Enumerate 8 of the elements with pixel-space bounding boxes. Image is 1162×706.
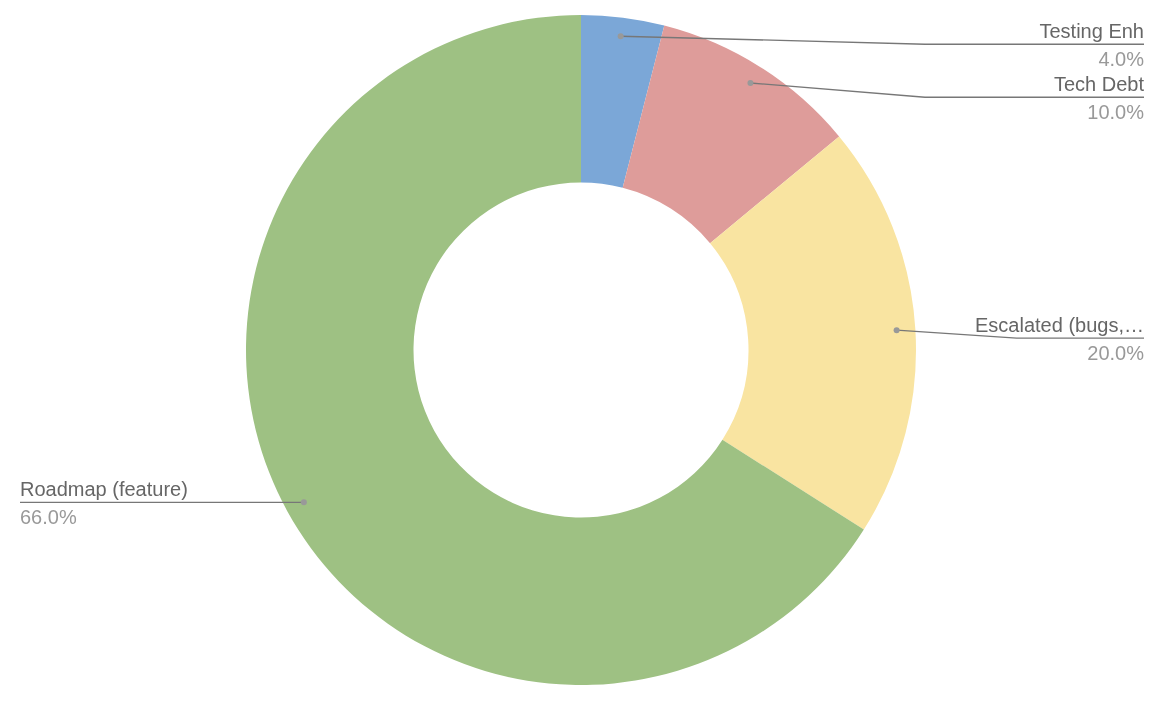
data-label: 10.0% — [1087, 101, 1145, 124]
slice-label: Testing Enh — [1039, 20, 1144, 43]
slice-label: Escalated (bugs,… — [975, 314, 1144, 337]
data-label: 4.0% — [1098, 48, 1145, 71]
data-label: 66.0% — [20, 506, 77, 529]
data-label: 20.0% — [1087, 342, 1145, 365]
slice-label: Roadmap (feature) — [20, 478, 188, 501]
slice-label: Tech Debt — [1053, 73, 1145, 96]
